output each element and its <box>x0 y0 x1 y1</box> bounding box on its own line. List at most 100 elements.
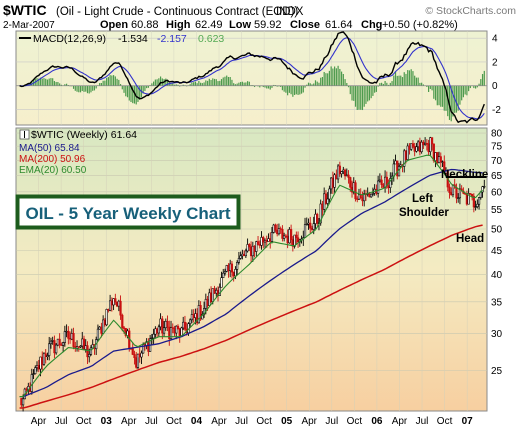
price-bar-body <box>243 253 246 257</box>
x-tick-label: Jul <box>325 416 338 427</box>
x-tick-label: 07 <box>462 416 474 427</box>
x-axis-labels: Apr Jul Oct 03 Apr Jul Oct 04 Apr Jul Oct 05 Apr Jul O… <box>31 416 473 427</box>
price-bar-body <box>81 338 84 347</box>
chg-label: Chg <box>361 19 382 31</box>
close-label: Close <box>290 19 320 31</box>
ma50-legend: MA(50) 65.84 <box>19 143 80 154</box>
price-bar-body <box>55 344 58 354</box>
price-bar-body <box>251 245 254 257</box>
x-tick-label: 05 <box>281 416 293 427</box>
price-bars <box>20 136 486 412</box>
price-bar-body <box>209 292 213 302</box>
macd-hist-value: 0.623 <box>198 33 224 45</box>
price-bar-body <box>420 141 423 153</box>
price-bar-body <box>208 292 211 306</box>
price-bar-body <box>396 160 399 177</box>
price-bar-body <box>281 229 284 239</box>
price-bar-body <box>380 179 383 185</box>
price-bar-body <box>70 333 73 340</box>
price-tick-label: 80 <box>491 129 503 140</box>
price-bar-body <box>249 246 253 257</box>
price-tick-label: 70 <box>491 156 503 167</box>
price-bar-body <box>136 353 140 368</box>
price-bar-body <box>133 354 136 359</box>
price-bar-body <box>253 245 256 252</box>
price-bar-body <box>121 314 124 329</box>
price-bar-body <box>102 319 105 334</box>
price-bar-body <box>110 300 113 306</box>
price-bar-body <box>262 237 265 243</box>
macd-tick-labels: 4 2 0 -2 <box>492 34 501 116</box>
x-tick-label: Apr <box>121 416 137 427</box>
price-bar-body <box>477 197 481 205</box>
price-bar-body <box>356 198 359 200</box>
price-bar-body <box>481 186 484 193</box>
price-bar-body <box>103 319 106 326</box>
chg-value: +0.50 (+0.82%) <box>382 19 458 31</box>
price-bar-body <box>171 327 174 329</box>
symbol-description: (Oil - Light Crude - Continuous Contract… <box>56 6 298 18</box>
high-label: High <box>166 19 191 31</box>
price-bar-body <box>399 164 402 167</box>
macd-gridlines <box>16 31 487 125</box>
price-bar-body <box>387 185 390 189</box>
price-bar-body <box>472 195 475 208</box>
price-bar-body <box>474 206 477 208</box>
price-bar-body <box>312 223 315 230</box>
price-bar-body <box>340 171 343 175</box>
price-bar-body <box>404 150 408 160</box>
price-bar-body <box>293 234 296 247</box>
price-bar-body <box>197 305 200 324</box>
price-bar-body <box>112 298 115 306</box>
price-bar-body <box>173 327 176 334</box>
macd-tick-label: 4 <box>492 34 498 45</box>
price-bar-body <box>183 321 187 330</box>
price-bar-body <box>286 235 289 244</box>
price-bar-body <box>316 213 319 224</box>
x-tick-label: 03 <box>101 416 113 427</box>
price-bar-body <box>415 146 418 152</box>
price-bar-body <box>89 347 93 355</box>
price-bar-body <box>115 301 119 307</box>
price-bar-body <box>75 346 79 349</box>
price-bar-body <box>138 353 141 358</box>
price-bar-body <box>326 198 329 204</box>
price-bar-body <box>441 161 444 163</box>
price-bar-body <box>82 338 86 350</box>
price-bar-body <box>450 192 453 196</box>
price-bar-body <box>429 137 432 153</box>
low-label: Low <box>229 19 251 31</box>
price-bar-body <box>53 340 56 354</box>
price-bar-body <box>368 193 371 198</box>
price-bar-body <box>206 298 209 306</box>
price-bar-body <box>234 269 237 277</box>
price-bar-body <box>314 213 317 224</box>
neckline-label: Neckline <box>441 169 488 181</box>
price-bar-body <box>20 398 23 406</box>
price-bar-body <box>406 145 409 160</box>
price-bar-body <box>51 340 54 342</box>
price-bar-body <box>437 156 441 164</box>
x-tick-label: Oct <box>76 416 92 427</box>
price-bar-body <box>467 193 470 205</box>
price-bar-body <box>34 367 37 374</box>
price-bar-body <box>162 327 166 334</box>
macd-tick-label: 0 <box>492 81 498 92</box>
price-bar-body <box>309 222 312 229</box>
x-tick-label: Oct <box>347 416 363 427</box>
quote-date: 2-Mar-2007 <box>3 20 55 31</box>
macd-histogram <box>20 65 485 122</box>
ma200-legend: MA(200) 50.96 <box>19 154 86 165</box>
price-bar-body <box>305 223 308 226</box>
price-bar-body <box>290 229 293 240</box>
price-bar-body <box>283 235 286 239</box>
price-bar-body <box>324 193 328 204</box>
price-bar-body <box>56 338 59 346</box>
x-tick-label: Jul <box>55 416 68 427</box>
price-bar-body <box>175 325 178 334</box>
price-bar-body <box>60 344 63 346</box>
price-bar-body <box>215 289 218 294</box>
price-bar-body <box>361 197 364 202</box>
price-bar-body <box>166 320 169 328</box>
